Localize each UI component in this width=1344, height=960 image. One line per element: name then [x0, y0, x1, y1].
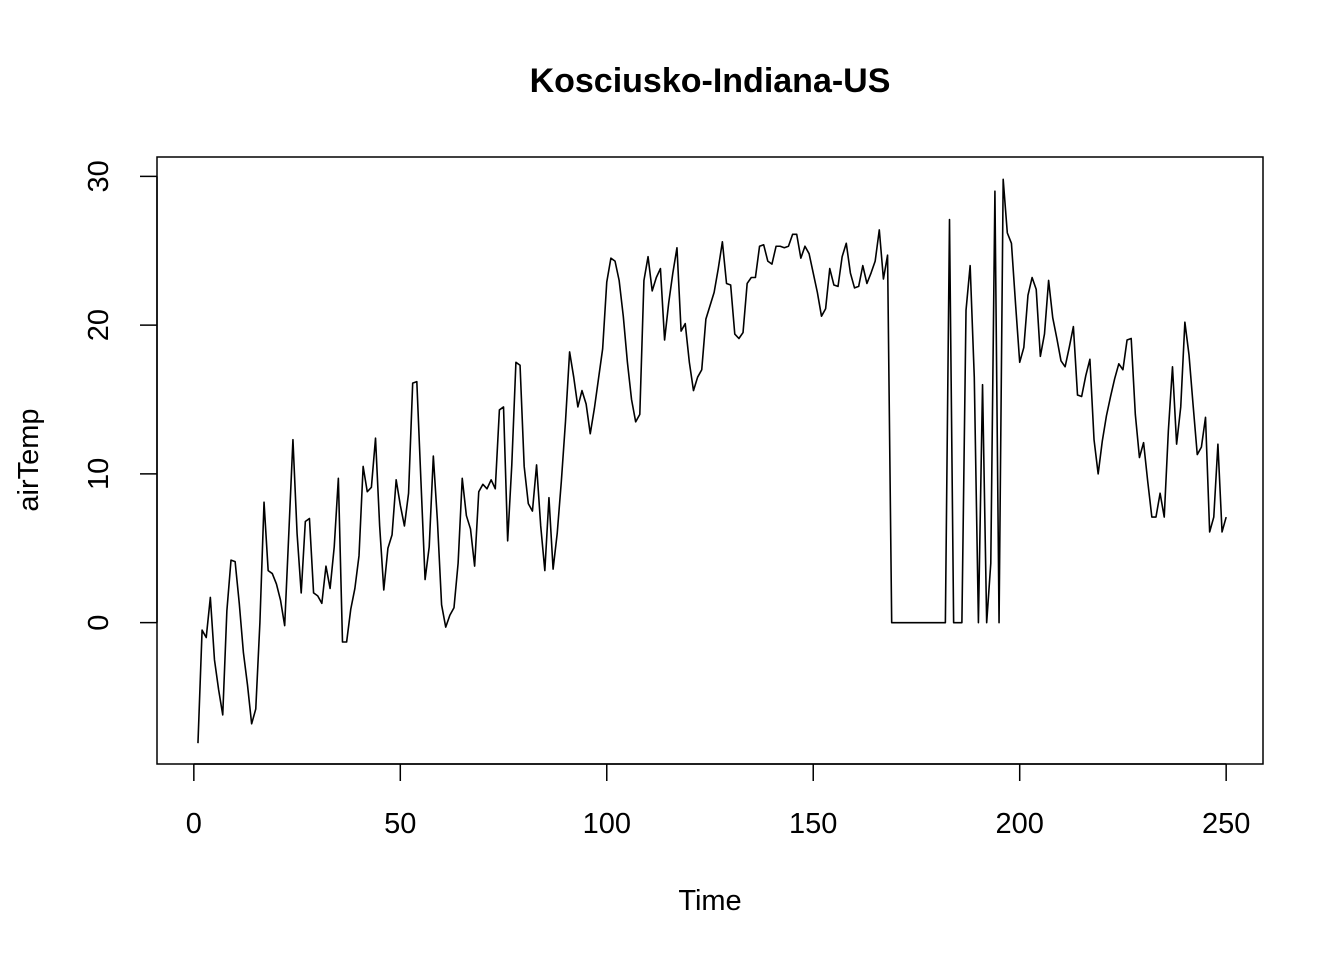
x-tick-label: 100	[583, 808, 631, 840]
y-tick-label: 10	[83, 458, 115, 490]
chart-title: Kosciusko-Indiana-US	[530, 62, 891, 100]
series-line-0	[197, 178, 1227, 744]
x-tick-label: 50	[384, 808, 416, 840]
x-tick-label: 0	[186, 808, 202, 840]
y-tick-label: 20	[83, 309, 115, 341]
x-tick-label: 150	[789, 808, 837, 840]
series-layer	[197, 178, 1227, 744]
y-tick-label: 0	[83, 615, 115, 631]
y-axis-label: airTemp	[13, 408, 45, 511]
y-tick-label: 30	[83, 160, 115, 192]
x-axis-label: Time	[678, 885, 741, 917]
x-tick-label: 200	[996, 808, 1044, 840]
x-tick-label: 250	[1202, 808, 1250, 840]
x-axis: 0 50 100 150 200 250	[186, 763, 1250, 840]
y-axis: 0 10 20 30	[83, 160, 158, 631]
